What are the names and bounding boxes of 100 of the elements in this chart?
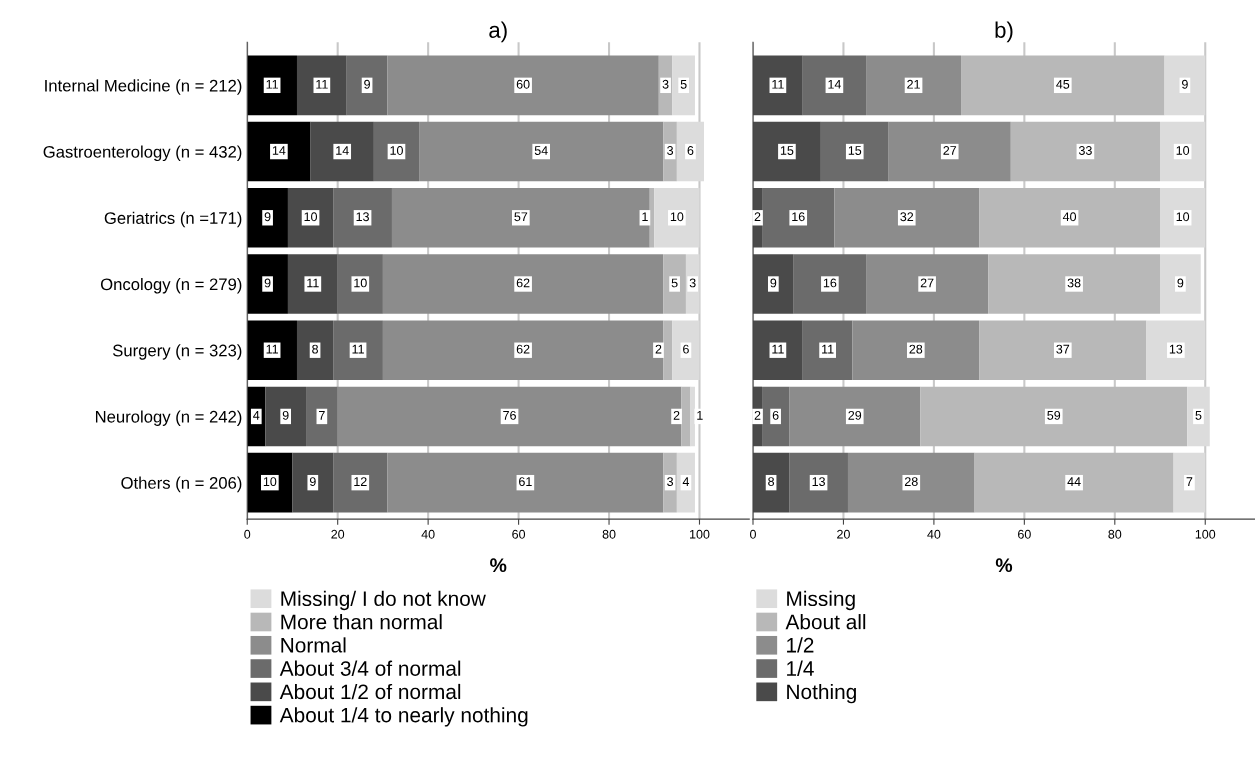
- data-label: 27: [920, 278, 934, 288]
- x-axis-title: %: [490, 558, 507, 573]
- data-label: 1: [697, 411, 703, 420]
- bar: [802, 55, 867, 116]
- data-label: 6: [687, 146, 694, 155]
- data-label: 4: [253, 411, 260, 420]
- data-label: 10: [354, 278, 367, 288]
- data-label: 10: [304, 212, 318, 222]
- bar: [762, 187, 835, 248]
- x-tick-label: 100: [690, 529, 710, 539]
- data-label: 21: [907, 79, 920, 89]
- data-label: 38: [1067, 278, 1081, 288]
- bar: [247, 254, 288, 314]
- data-label: 62: [516, 344, 530, 354]
- data-label: 7: [319, 411, 325, 420]
- bar: [306, 386, 338, 447]
- bar: [866, 254, 989, 314]
- data-label: 27: [943, 146, 957, 155]
- data-label: 10: [1176, 146, 1190, 155]
- bar: [681, 386, 691, 447]
- bar: [247, 452, 293, 513]
- bar: [382, 320, 664, 381]
- bar: [296, 55, 347, 116]
- x-tick-label: 100: [1195, 529, 1216, 539]
- legend-label: About 3/4 of normal: [279, 660, 461, 676]
- data-label: 59: [1047, 410, 1061, 420]
- data-label: 44: [1067, 477, 1081, 486]
- data-label: 2: [673, 410, 680, 420]
- data-label: 9: [770, 278, 777, 288]
- data-label: 13: [1169, 344, 1183, 354]
- data-label: 11: [352, 344, 364, 354]
- data-label: 10: [1176, 212, 1190, 222]
- bar: [346, 55, 388, 116]
- bar: [247, 55, 297, 116]
- y-tick-label: Others (n = 206): [121, 476, 242, 493]
- data-label: 9: [264, 278, 271, 288]
- bar: [663, 320, 673, 381]
- data-label: 3: [662, 79, 669, 89]
- data-label: 9: [282, 410, 289, 420]
- bar: [979, 187, 1161, 248]
- data-label: 5: [1195, 411, 1202, 420]
- bar: [690, 386, 695, 447]
- bar: [247, 320, 297, 381]
- bar: [789, 452, 848, 513]
- data-label: 11: [772, 79, 784, 89]
- bar: [333, 452, 388, 513]
- data-label: 9: [264, 212, 271, 222]
- data-label: 57: [514, 212, 528, 222]
- bar: [793, 254, 867, 314]
- x-tick-label: 20: [837, 529, 850, 539]
- data-label: 37: [1056, 344, 1070, 354]
- bar: [1160, 121, 1206, 182]
- x-tick-label: 80: [602, 529, 616, 539]
- data-label: 16: [792, 212, 805, 222]
- bar: [852, 320, 980, 381]
- data-label: 14: [272, 146, 286, 155]
- data-label: 11: [307, 278, 319, 288]
- bar: [391, 187, 650, 248]
- data-label: 5: [671, 278, 678, 288]
- x-tick-label: 60: [512, 529, 526, 539]
- data-label: 13: [812, 477, 825, 487]
- data-label: 9: [309, 477, 316, 487]
- data-label: 2: [754, 212, 761, 222]
- bar: [310, 121, 374, 182]
- data-label: 9: [364, 79, 370, 89]
- bar: [847, 452, 975, 513]
- data-label: 10: [670, 212, 684, 222]
- y-tick-label: Internal Medicine (n = 212): [45, 79, 242, 95]
- data-label: 6: [683, 344, 689, 354]
- data-label: 8: [312, 344, 319, 354]
- bar: [387, 452, 664, 513]
- bar: [676, 121, 705, 182]
- y-tick-label: Surgery (n = 323): [112, 344, 242, 360]
- data-label: 9: [1182, 79, 1188, 89]
- data-label: 13: [356, 212, 369, 222]
- data-label: 3: [667, 146, 674, 155]
- data-label: 3: [667, 477, 674, 487]
- data-label: 11: [266, 79, 278, 89]
- x-tick-label: 0: [750, 529, 756, 539]
- legend-label: Missing/ I do not know: [281, 590, 486, 611]
- bar: [834, 187, 980, 248]
- data-label: 2: [655, 344, 662, 354]
- data-label: 14: [336, 146, 349, 155]
- y-tick-label: Neurology (n = 242): [95, 410, 242, 426]
- data-label: 14: [828, 79, 841, 89]
- x-tick-label: 40: [421, 529, 435, 539]
- data-label: 7: [1186, 477, 1193, 486]
- y-tick-label: Gastroenterology (n = 432): [43, 145, 242, 162]
- bar: [974, 452, 1174, 513]
- legend-label: Missing: [787, 590, 855, 611]
- data-label: 10: [263, 477, 277, 487]
- data-label: 32: [900, 212, 914, 222]
- bar: [888, 121, 1011, 182]
- x-tick-label: 40: [927, 529, 941, 539]
- data-label: 15: [780, 146, 794, 155]
- data-label: 4: [682, 477, 690, 486]
- x-tick-label: 0: [244, 529, 251, 539]
- bar: [337, 254, 383, 314]
- data-label: 11: [822, 344, 834, 354]
- bar: [287, 254, 338, 314]
